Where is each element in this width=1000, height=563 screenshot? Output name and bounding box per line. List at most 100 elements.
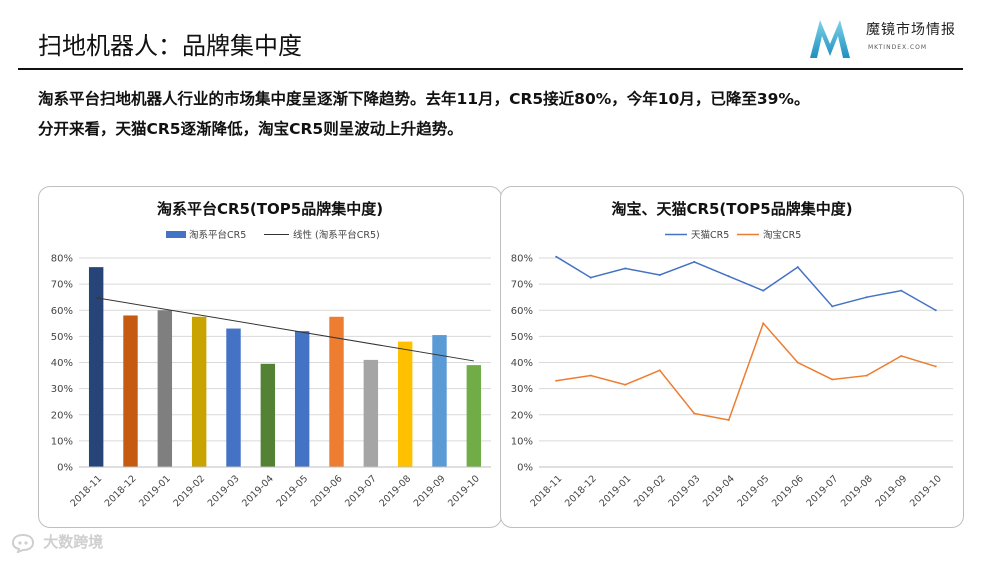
y-tick-label: 20% <box>511 410 533 421</box>
line-chart: 0% 10% 20% 30% 40% 50% 60% 70% 80% 2018-112018-12… <box>511 229 953 509</box>
x-tick-label: 2019-08 <box>839 473 875 509</box>
point-0-2019-03 <box>693 260 696 263</box>
bar-2019-10 <box>466 365 482 467</box>
x-tick-label: 2019-10 <box>908 473 944 509</box>
y-tick-label: 30% <box>511 384 533 395</box>
x-tick-label: 2019-01 <box>137 473 173 509</box>
x-tick-label: 2019-09 <box>412 473 448 509</box>
legend-label-series: 淘系平台CR5 <box>189 229 246 241</box>
summary-line-2: 分开来看，天猫CR5逐渐降低，淘宝CR5则呈波动上升趋势。 <box>38 120 463 138</box>
point-1-2019-04 <box>727 418 730 421</box>
point-0-2019-02 <box>658 273 661 276</box>
legend-swatch-bar <box>166 231 186 238</box>
point-1-2019-03 <box>693 412 696 415</box>
logo-name: 魔镜市场情报 <box>866 22 956 38</box>
line-chart-panel: 淘宝、天猫CR5(TOP5品牌集中度) 0% 10% 20% 30% 40% 50% 60%… <box>500 186 964 528</box>
bar-2019-04 <box>260 363 276 467</box>
bar-chart-panel: 淘系平台CR5(TOP5品牌集中度) 0% 10% 20% 30% 40% 50% 60% 7… <box>38 186 502 528</box>
y-tick-label: 70% <box>51 280 73 291</box>
y-tick-label: 50% <box>51 332 73 343</box>
x-tick-label: 2019-05 <box>736 473 772 509</box>
point-1-2019-09 <box>900 354 903 357</box>
point-1-2019-05 <box>762 322 765 325</box>
trendline <box>96 297 474 362</box>
x-tick-label: 2019-08 <box>377 473 413 509</box>
summary-line-1: 淘系平台扫地机器人行业的市场集中度呈逐渐下降趋势。去年11月，CR5接近80%，… <box>38 90 810 108</box>
bar-2018-11 <box>88 267 104 467</box>
point-0-2018-12 <box>589 276 592 279</box>
line-chart-legend: 天猫CR5 淘宝CR5 <box>665 229 801 241</box>
point-1-2018-12 <box>589 374 592 377</box>
y-tick-label: 30% <box>51 384 73 395</box>
point-0-2019-05 <box>762 289 765 292</box>
point-1-2019-02 <box>658 369 661 372</box>
point-0-2019-07 <box>831 305 834 308</box>
bar-2019-01 <box>157 310 173 467</box>
point-1-2019-10 <box>934 365 937 368</box>
header-divider <box>18 68 963 70</box>
x-tick-label: 2019-02 <box>632 473 668 509</box>
y-tick-label: 50% <box>511 332 533 343</box>
bar-2019-02 <box>191 316 207 467</box>
bar-chart-title: 淘系平台CR5(TOP5品牌集中度) <box>156 200 384 218</box>
x-tick-label: 2019-07 <box>805 473 841 509</box>
x-tick-label: 2019-03 <box>667 473 703 509</box>
x-tick-label: 2018-11 <box>68 473 104 509</box>
x-tick-label: 2019-05 <box>274 473 310 509</box>
x-tick-label: 2019-02 <box>171 473 207 509</box>
point-1-2018-11 <box>555 379 558 382</box>
legend-label-1: 淘宝CR5 <box>763 229 801 241</box>
x-tick-label: 2019-01 <box>598 473 634 509</box>
point-1-2019-08 <box>865 374 868 377</box>
y-tick-label: 40% <box>51 358 73 369</box>
x-tick-label: 2019-04 <box>701 473 737 509</box>
watermark: 大数跨境 <box>10 531 103 553</box>
x-tick-label: 2018-12 <box>103 473 139 509</box>
bar-chart: 0% 10% 20% 30% 40% 50% 60% 70% 80% 2018-112018-12… <box>51 229 491 509</box>
page-title: 扫地机器人：品牌集中度 <box>38 32 302 60</box>
x-tick-label: 2019-03 <box>206 473 242 509</box>
legend-label-0: 天猫CR5 <box>691 229 729 241</box>
bar-2019-03 <box>226 328 241 467</box>
point-1-2019-06 <box>796 361 799 364</box>
point-0-2019-10 <box>934 309 937 312</box>
point-0-2019-06 <box>796 266 799 269</box>
y-tick-label: 70% <box>511 280 533 291</box>
point-0-2018-11 <box>555 255 558 258</box>
x-tick-label: 2018-11 <box>529 473 565 509</box>
bar-2019-07 <box>363 359 379 467</box>
x-tick-label: 2019-09 <box>874 473 910 509</box>
bar-2019-09 <box>432 335 447 467</box>
bar-2019-06 <box>329 316 344 467</box>
x-tick-label: 2019-06 <box>770 473 806 509</box>
x-tick-label: 2019-06 <box>309 473 345 509</box>
logo-subtitle: MKTINDEX.COM <box>868 44 928 51</box>
bar-2018-12 <box>123 315 138 467</box>
point-1-2019-07 <box>831 378 834 381</box>
legend-label-trendline: 线性 (淘系平台CR5) <box>293 229 380 241</box>
x-tick-label: 2019-04 <box>240 473 276 509</box>
y-tick-label: 10% <box>51 436 73 447</box>
y-tick-label: 0% <box>57 463 73 474</box>
bar-2019-05 <box>294 331 310 467</box>
y-tick-label: 60% <box>51 306 73 317</box>
y-tick-label: 40% <box>511 358 533 369</box>
x-tick-label: 2018-12 <box>563 473 599 509</box>
line-chart-title: 淘宝、天猫CR5(TOP5品牌集中度) <box>611 200 853 218</box>
y-tick-label: 80% <box>511 254 533 265</box>
point-0-2019-01 <box>624 267 627 270</box>
point-0-2019-04 <box>727 275 730 278</box>
summary-text: 淘系平台扫地机器人行业的市场集中度呈逐渐下降趋势。去年11月，CR5接近80%，… <box>38 84 968 144</box>
bar-2019-08 <box>397 341 413 467</box>
point-0-2019-09 <box>900 289 903 292</box>
bar-chart-legend: 淘系平台CR5 线性 (淘系平台CR5) <box>166 229 380 241</box>
y-tick-label: 80% <box>51 254 73 265</box>
series-line-0 <box>555 256 937 311</box>
x-tick-label: 2019-07 <box>343 473 379 509</box>
point-0-2019-08 <box>865 296 868 299</box>
y-tick-label: 10% <box>511 436 533 447</box>
chat-bubble-logo-icon <box>11 533 35 553</box>
y-tick-label: 0% <box>517 463 533 474</box>
series-line-1 <box>556 321 936 421</box>
point-1-2019-01 <box>624 383 627 386</box>
